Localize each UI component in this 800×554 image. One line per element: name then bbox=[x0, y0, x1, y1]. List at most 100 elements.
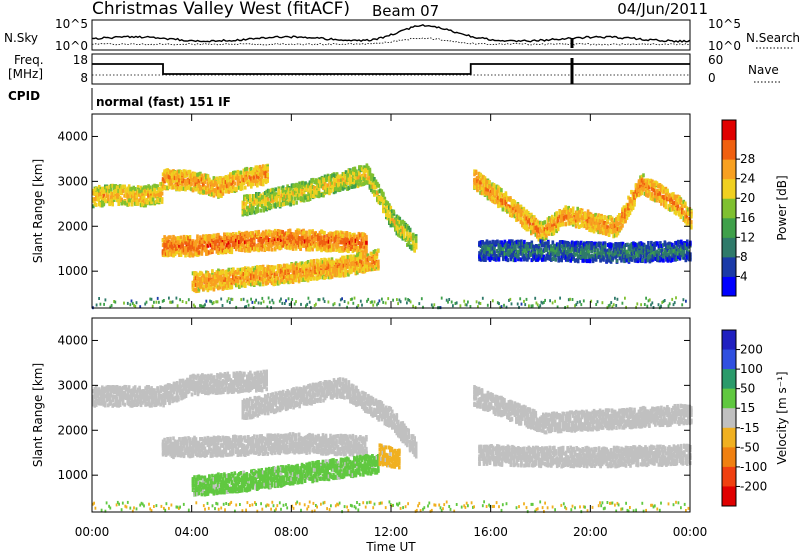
heat-cell bbox=[344, 273, 347, 278]
heat-cell bbox=[199, 240, 202, 245]
heat-cell bbox=[236, 270, 240, 275]
heat-cell bbox=[312, 276, 316, 281]
heat-cell bbox=[230, 250, 234, 255]
heat-cell bbox=[194, 178, 198, 183]
heat-cell bbox=[245, 239, 249, 244]
heat-cell bbox=[336, 233, 340, 237]
heat-cell bbox=[266, 276, 269, 281]
heat-cell bbox=[314, 237, 317, 242]
heat-cell bbox=[363, 248, 367, 253]
heat-cell bbox=[261, 179, 265, 184]
heat-cell bbox=[153, 187, 156, 192]
heat-cell bbox=[359, 268, 362, 273]
heat-cell bbox=[314, 265, 317, 270]
heat-cell bbox=[150, 189, 153, 194]
heat-cell bbox=[118, 198, 122, 203]
heat-cell bbox=[142, 196, 146, 201]
heat-cell bbox=[308, 247, 311, 252]
heat-cell bbox=[197, 250, 201, 255]
heat-cell bbox=[218, 242, 222, 246]
heat-cell bbox=[251, 276, 255, 281]
heat-cell bbox=[315, 243, 319, 248]
heat-cell bbox=[223, 273, 226, 278]
heat-cell bbox=[309, 243, 313, 248]
heat-cell bbox=[185, 186, 189, 190]
heat-cell bbox=[339, 240, 343, 245]
heat-cell bbox=[258, 173, 262, 178]
heat-cell bbox=[107, 194, 110, 199]
heat-cell bbox=[182, 234, 186, 239]
heat-cell bbox=[245, 268, 249, 273]
heat-cell bbox=[197, 282, 201, 287]
heat-cell bbox=[292, 200, 295, 205]
heat-cell bbox=[261, 239, 265, 244]
heat-cell bbox=[257, 248, 260, 253]
heat-cell bbox=[255, 199, 258, 204]
heat-cell bbox=[317, 264, 320, 269]
heat-cell bbox=[359, 245, 362, 249]
heat-cell bbox=[235, 238, 238, 243]
heat-cell bbox=[261, 270, 265, 275]
heat-cell bbox=[226, 178, 229, 183]
heat-cell bbox=[230, 285, 234, 290]
heat-cell bbox=[172, 171, 175, 176]
heat-cell bbox=[211, 245, 214, 250]
heat-cell bbox=[104, 196, 107, 201]
heat-cell bbox=[235, 283, 238, 288]
heat-cell bbox=[273, 265, 277, 270]
heat-cell bbox=[311, 259, 314, 264]
heat-cell bbox=[197, 189, 201, 194]
heat-cell bbox=[226, 243, 229, 248]
heat-cell bbox=[115, 192, 119, 196]
heat-cell bbox=[187, 236, 190, 241]
heat-cell bbox=[188, 183, 192, 188]
heat-cell bbox=[303, 239, 307, 244]
heat-cell bbox=[250, 267, 253, 272]
heat-cell bbox=[230, 278, 234, 283]
heat-cell bbox=[303, 273, 307, 278]
heat-cell bbox=[296, 241, 299, 245]
heat-cell bbox=[251, 266, 255, 271]
heat-cell bbox=[226, 269, 229, 274]
heat-cell bbox=[371, 258, 374, 263]
heat-cell bbox=[212, 282, 216, 287]
heat-cell bbox=[194, 276, 198, 281]
heat-cell bbox=[164, 251, 168, 256]
heat-cell bbox=[297, 262, 301, 267]
heat-cell bbox=[224, 183, 228, 188]
heat-cell bbox=[264, 232, 268, 237]
heat-cell bbox=[342, 240, 346, 245]
heat-cell bbox=[250, 170, 253, 175]
heat-cell bbox=[299, 247, 302, 251]
heat-cell bbox=[118, 191, 122, 196]
heat-cell bbox=[235, 244, 238, 249]
heat-cell bbox=[238, 240, 241, 245]
heat-cell bbox=[241, 281, 244, 286]
heat-cell bbox=[317, 236, 320, 241]
heat-cell bbox=[221, 191, 225, 196]
heat-cell bbox=[175, 240, 178, 245]
heat-cell bbox=[315, 276, 319, 281]
heat-cell bbox=[232, 275, 235, 280]
heat-cell bbox=[339, 257, 343, 262]
heat-cell bbox=[360, 239, 364, 243]
heat-cell bbox=[241, 210, 245, 215]
heat-cell bbox=[101, 186, 104, 191]
heat-cell bbox=[333, 261, 337, 266]
heat-cell bbox=[297, 228, 301, 233]
heat-cell bbox=[215, 190, 219, 195]
heat-cell bbox=[104, 198, 107, 203]
heat-cell bbox=[217, 189, 220, 194]
heat-cell bbox=[235, 187, 238, 191]
heat-cell bbox=[169, 240, 172, 245]
heat-cell bbox=[371, 264, 374, 269]
heat-cell bbox=[239, 172, 243, 177]
heat-cell bbox=[127, 194, 131, 199]
heat-cell bbox=[246, 211, 249, 216]
heat-cell bbox=[264, 280, 268, 285]
heat-cell bbox=[327, 232, 331, 237]
heat-cell bbox=[229, 277, 232, 282]
heat-cell bbox=[126, 202, 129, 207]
heat-cell bbox=[327, 236, 331, 241]
heat-cell bbox=[173, 176, 177, 181]
